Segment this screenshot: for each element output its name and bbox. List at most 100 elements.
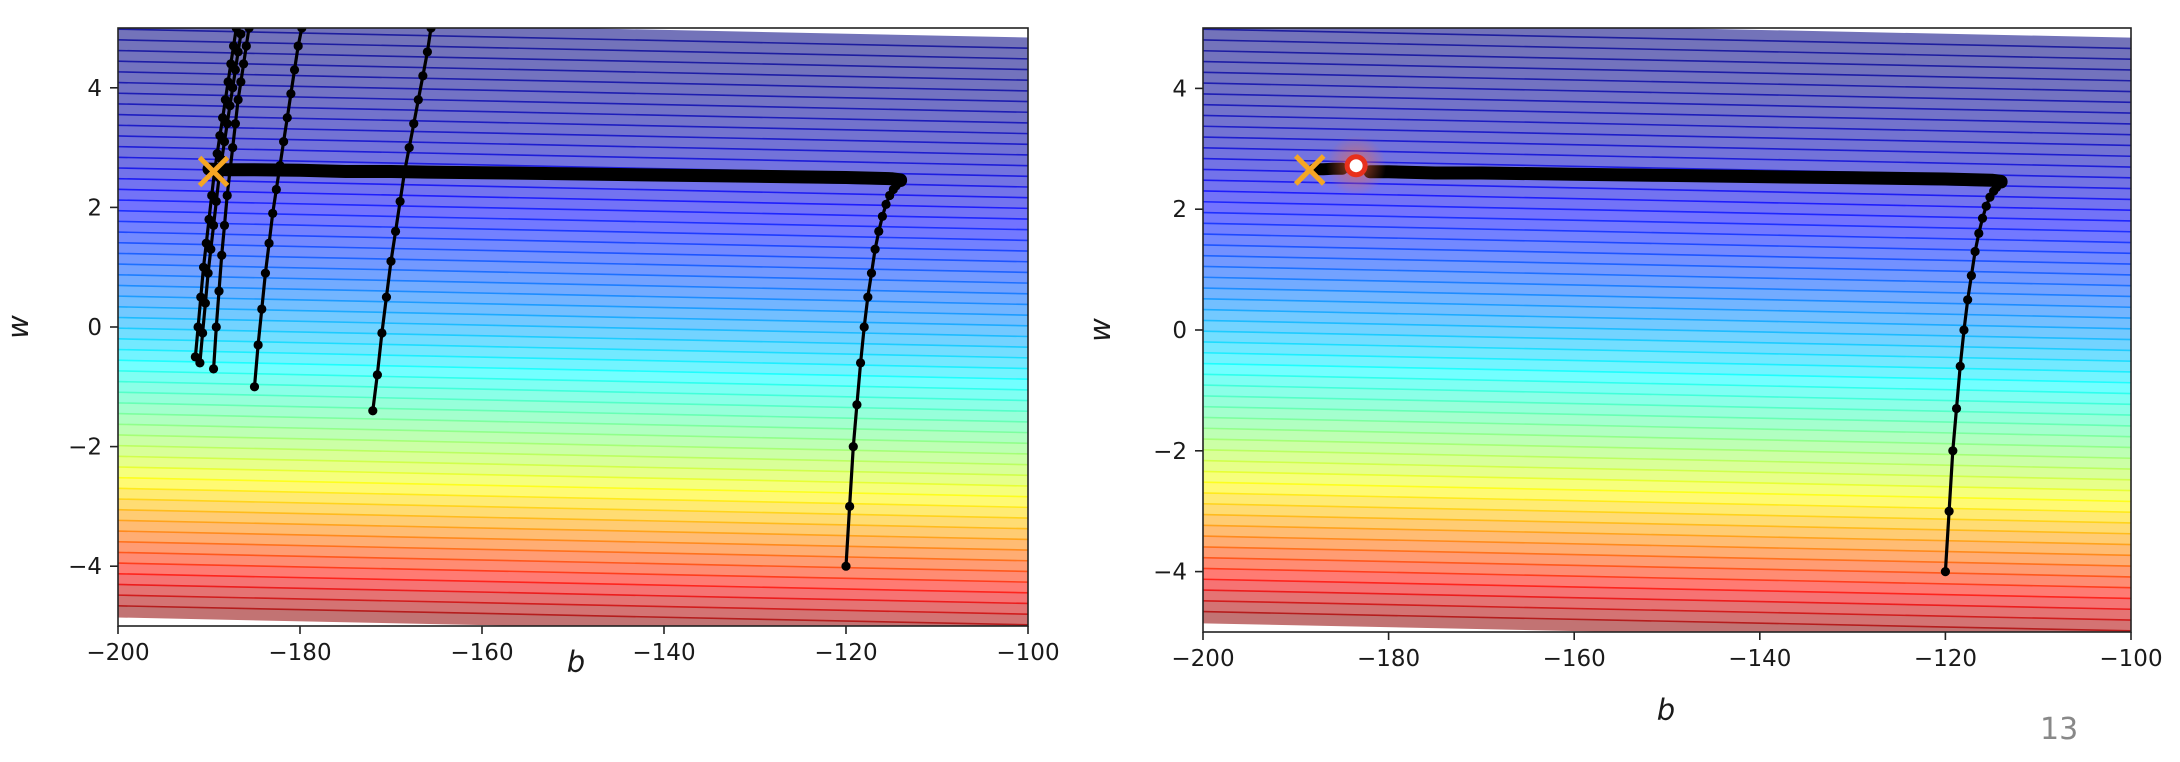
contour-line bbox=[1203, 578, 2131, 600]
contour-band bbox=[118, 178, 1028, 210]
trajectory-point bbox=[275, 160, 285, 171]
trajectory-line-4 bbox=[193, 28, 238, 358]
contour-line bbox=[1203, 93, 2131, 114]
contour-line bbox=[1203, 438, 2131, 460]
contour-band bbox=[1203, 492, 2131, 524]
contour-line bbox=[1203, 416, 2131, 438]
contour-band bbox=[1203, 277, 2131, 309]
contour-line bbox=[1203, 546, 2131, 567]
trajectory-point bbox=[230, 119, 240, 129]
x-tick-label: −100 bbox=[2099, 646, 2162, 672]
contour-line bbox=[118, 370, 1028, 391]
trajectory-point bbox=[297, 28, 307, 33]
trajectory-point bbox=[881, 199, 891, 210]
contour-band bbox=[118, 595, 1028, 626]
trajectory-point bbox=[404, 143, 414, 153]
trajectory-point bbox=[418, 71, 428, 81]
contour-line bbox=[118, 135, 1028, 156]
trajectory-point bbox=[198, 328, 208, 338]
trajectory-point bbox=[238, 59, 249, 69]
trajectory-point bbox=[195, 358, 205, 368]
x-axis-label: b bbox=[1657, 693, 1675, 727]
contour-line bbox=[118, 316, 1028, 338]
contour-band bbox=[118, 328, 1028, 359]
contour-band bbox=[1203, 352, 2131, 384]
trajectory-point bbox=[253, 340, 263, 350]
trajectory-point bbox=[200, 298, 210, 308]
contour-band bbox=[1203, 331, 2131, 363]
trajectory-point bbox=[279, 137, 289, 147]
contour-line bbox=[118, 466, 1028, 487]
contour-line bbox=[118, 177, 1028, 199]
contour-band bbox=[1203, 374, 2131, 406]
trajectory-point bbox=[372, 370, 382, 380]
contour-band bbox=[1203, 568, 2131, 600]
contour-band bbox=[1203, 309, 2131, 341]
contour-line bbox=[118, 562, 1028, 583]
trajectory-point bbox=[1963, 295, 1973, 305]
trajectory-point bbox=[241, 41, 251, 51]
contour-band bbox=[118, 477, 1028, 509]
trajectory-point bbox=[230, 65, 240, 75]
contour-band bbox=[1203, 190, 2131, 222]
contour-band bbox=[118, 264, 1028, 295]
contour-band bbox=[1203, 320, 2131, 352]
trajectory-point bbox=[1948, 446, 1958, 456]
contour-band bbox=[118, 200, 1028, 231]
contour-line bbox=[118, 28, 1028, 49]
contour-line bbox=[118, 540, 1028, 562]
trajectory-point bbox=[264, 238, 274, 248]
contour-line bbox=[1203, 233, 2131, 255]
trajectory-point bbox=[228, 83, 238, 93]
trajectory-point bbox=[1959, 325, 1969, 335]
trajectory-point bbox=[282, 113, 292, 123]
trajectory-point bbox=[236, 29, 246, 39]
contour-band bbox=[118, 434, 1028, 466]
contour-band bbox=[1203, 104, 2131, 136]
y-tick-label: 2 bbox=[87, 195, 102, 221]
contour-line bbox=[118, 583, 1028, 605]
contour-band bbox=[118, 552, 1028, 584]
contour-line bbox=[1203, 589, 2131, 611]
trajectory-point bbox=[236, 77, 246, 87]
contour-band bbox=[118, 71, 1028, 103]
contour-band bbox=[118, 29, 1028, 60]
y-tick-label: 0 bbox=[87, 315, 102, 341]
contour-background bbox=[118, 28, 1028, 626]
trajectory-point bbox=[1981, 201, 1991, 211]
contour-band bbox=[118, 274, 1028, 306]
contour-line bbox=[118, 231, 1028, 252]
contour-line bbox=[1203, 254, 2131, 276]
trajectory-point bbox=[859, 322, 869, 332]
contour-line bbox=[118, 455, 1028, 477]
contour-band bbox=[118, 584, 1028, 616]
contour-band bbox=[118, 232, 1028, 263]
trajectory-point bbox=[249, 382, 260, 392]
contour-band bbox=[1203, 83, 2131, 115]
contour-line bbox=[1203, 341, 2131, 362]
trajectory-point bbox=[222, 119, 232, 129]
trajectory-point bbox=[390, 226, 401, 236]
contour-line bbox=[118, 605, 1028, 626]
trajectory-point bbox=[377, 328, 387, 338]
contour-band bbox=[118, 285, 1028, 317]
contour-band bbox=[1203, 385, 2131, 417]
x-axis-label: b bbox=[567, 645, 585, 679]
contour-line bbox=[1203, 449, 2131, 470]
contour-line bbox=[118, 92, 1028, 114]
y-axis-label: w bbox=[1083, 318, 1117, 342]
contour-band bbox=[1203, 29, 2131, 61]
contour-band bbox=[1203, 234, 2131, 266]
contour-line bbox=[1203, 513, 2131, 535]
contour-band bbox=[118, 125, 1028, 156]
x-tick-label: −180 bbox=[268, 640, 331, 666]
contour-line bbox=[1203, 28, 2131, 50]
trajectory-point bbox=[257, 304, 267, 314]
trajectory-point bbox=[877, 211, 888, 221]
contour-line bbox=[118, 306, 1028, 327]
contour-line bbox=[1203, 114, 2131, 136]
contour-line bbox=[1203, 222, 2131, 244]
contour-band bbox=[118, 424, 1028, 455]
contour-band bbox=[118, 402, 1028, 434]
